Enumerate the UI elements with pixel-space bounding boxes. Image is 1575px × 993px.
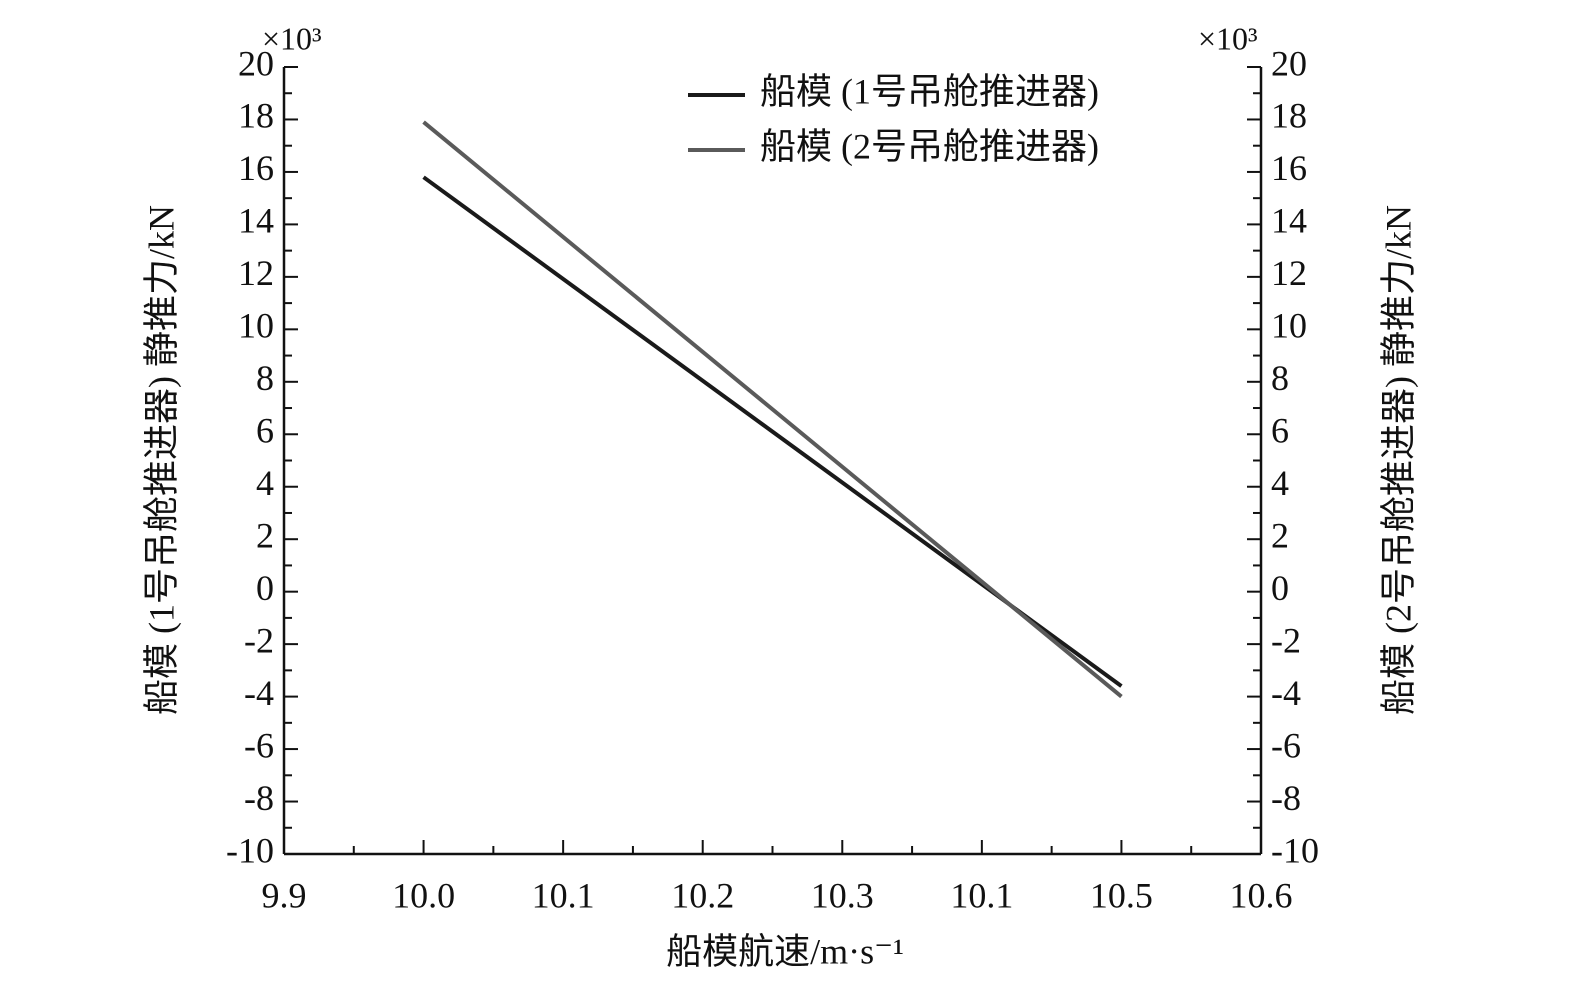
y2-tick-label: 16 — [1271, 148, 1307, 188]
y2-tick-label: -2 — [1271, 620, 1301, 660]
y-tick-label: 16 — [238, 148, 274, 188]
y2-axis-label: 船模 (2号吊舱推进器) 静推力/kN — [1378, 205, 1418, 715]
y2-tick-label: -8 — [1271, 778, 1301, 818]
legend-label: 船模 (1号吊舱推进器) — [760, 71, 1099, 111]
x-tick-label: 10.6 — [1230, 875, 1293, 915]
y2-tick-label: 2 — [1271, 515, 1289, 555]
y2-tick-label: -4 — [1271, 673, 1301, 713]
y2-tick-label: 20 — [1271, 43, 1307, 83]
y2-multiplier: ×10³ — [1198, 20, 1258, 56]
y-tick-label: 2 — [256, 515, 274, 555]
y2-tick-label: 0 — [1271, 568, 1289, 608]
y2-tick-label: 8 — [1271, 358, 1289, 398]
y-tick-label: -2 — [244, 620, 274, 660]
y-tick-label: 8 — [256, 358, 274, 398]
y2-tick-label: 12 — [1271, 253, 1307, 293]
x-tick-label: 10.2 — [671, 875, 734, 915]
y2-tick-label: 18 — [1271, 96, 1307, 136]
y2-tick-label: 10 — [1271, 306, 1307, 346]
y-tick-label: 12 — [238, 253, 274, 293]
y2-tick-label: -10 — [1271, 830, 1319, 870]
y-tick-label: 0 — [256, 568, 274, 608]
y2-tick-label: 4 — [1271, 463, 1289, 503]
y-tick-label: 20 — [238, 43, 274, 83]
y2-tick-label: -6 — [1271, 725, 1301, 765]
x-tick-label: 10.5 — [1090, 875, 1153, 915]
y-tick-label: 18 — [238, 96, 274, 136]
y-tick-label: -6 — [244, 725, 274, 765]
y-axis-label: 船模 (1号吊舱推进器) 静推力/kN — [141, 205, 181, 715]
x-tick-label: 10.3 — [811, 875, 874, 915]
y2-tick-label: 6 — [1271, 411, 1289, 451]
y-tick-label: 4 — [256, 463, 274, 503]
y-tick-label: -10 — [226, 830, 274, 870]
y-tick-label: 6 — [256, 411, 274, 451]
x-tick-label: 10.0 — [392, 875, 455, 915]
y-tick-label: -8 — [244, 778, 274, 818]
legend-label: 船模 (2号吊舱推进器) — [760, 126, 1099, 166]
y-tick-label: 10 — [238, 306, 274, 346]
x-tick-label: 10.1 — [950, 875, 1013, 915]
x-axis-label: 船模航速/m·s⁻¹ — [666, 931, 904, 971]
x-tick-label: 10.1 — [532, 875, 595, 915]
series-line — [422, 120, 1123, 699]
y-tick-label: 14 — [238, 201, 274, 241]
y-multiplier: ×10³ — [262, 20, 322, 56]
y-tick-label: -4 — [244, 673, 274, 713]
y2-tick-label: 14 — [1271, 201, 1307, 241]
x-tick-label: 9.9 — [262, 875, 307, 915]
